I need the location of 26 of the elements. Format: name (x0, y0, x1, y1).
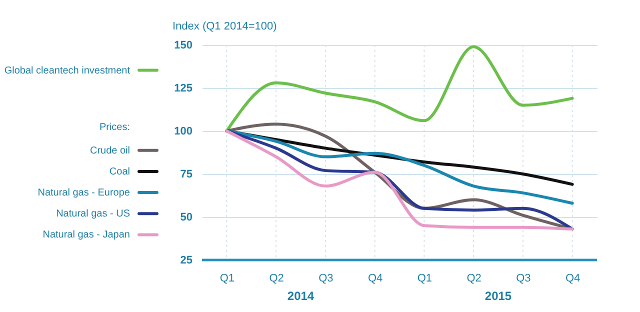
line-series (225, 45, 574, 132)
y-tick-label: 125 (174, 82, 192, 94)
x-tick-label: Q1 (417, 272, 432, 284)
legend-label: Natural gas - Europe (38, 188, 130, 199)
text: 2014 (287, 289, 314, 303)
x-tick-label: Q1 (220, 272, 235, 284)
y-tick-label: 50 (180, 212, 192, 224)
y-tick-label: 25 (180, 254, 192, 266)
y-tick-label: 100 (174, 126, 192, 138)
legend-label: Natural gas - US (56, 208, 130, 220)
x-tick-label: Q4 (368, 272, 383, 284)
y-axis-title: Index (Q1 2014=100) (172, 20, 277, 32)
legend-label: Crude oil (90, 145, 130, 156)
x-tick-label: Q2 (269, 272, 284, 284)
line-series (225, 130, 574, 205)
legend-label: Global cleantech investment (4, 65, 130, 76)
legend-label: Natural gas - Japan (42, 230, 130, 241)
legend-label: Coal (109, 166, 130, 178)
text: 2015 (484, 289, 512, 303)
x-tick-label: Q3 (318, 272, 334, 284)
y-tick-label: 75 (180, 168, 192, 180)
x-tick-label: Q3 (516, 272, 531, 284)
y-tick-label: 150 (174, 40, 192, 52)
legend-title: Prices: (99, 122, 130, 134)
x-tick-label: Q4 (565, 272, 580, 284)
x-tick-label: Q2 (466, 272, 482, 284)
